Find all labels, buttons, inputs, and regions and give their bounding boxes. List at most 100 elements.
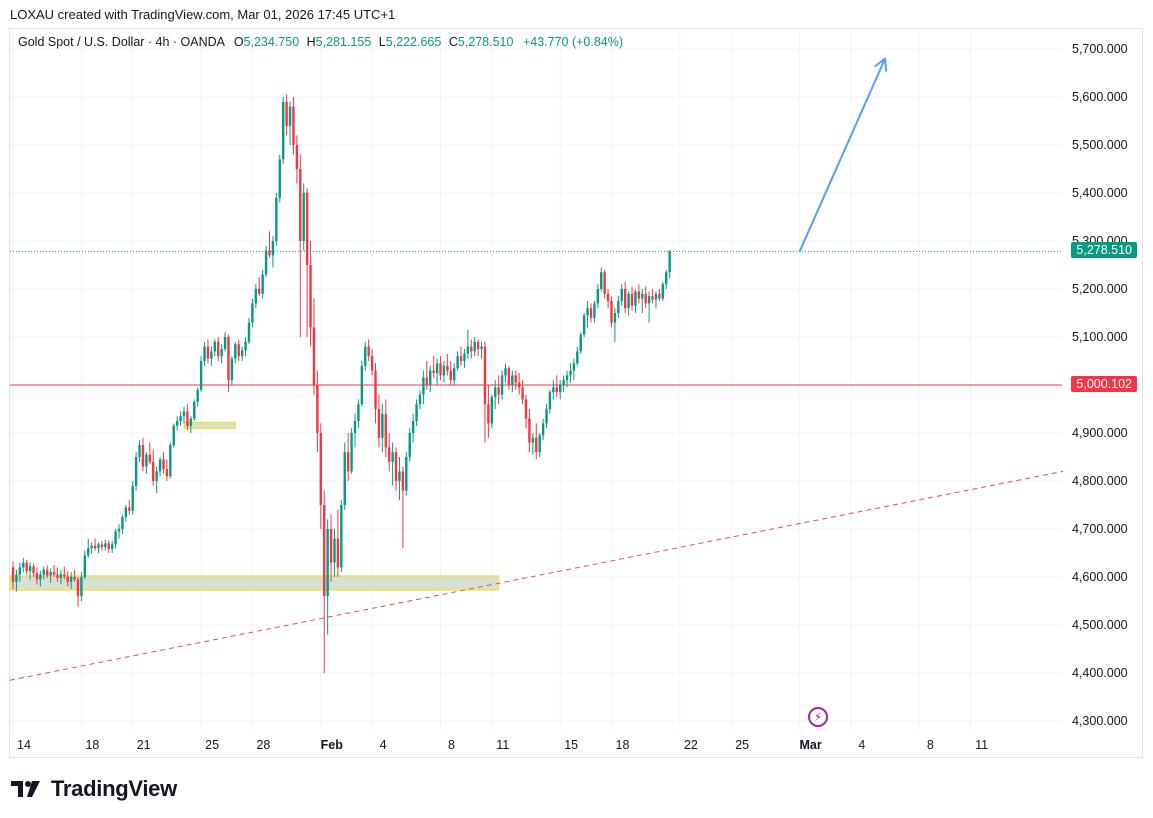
candle-body [80, 577, 83, 597]
candle-body [456, 356, 459, 369]
candle-body [93, 545, 97, 549]
candle-body [627, 293, 630, 309]
legend-change: +43.770 (+0.84%) [522, 35, 624, 49]
candle-body [411, 421, 415, 433]
candle-body [473, 341, 476, 352]
candle-body [66, 576, 69, 582]
candle-body [230, 358, 234, 381]
y-tick-label: 5,200.000 [1072, 282, 1128, 296]
candle-body [552, 387, 555, 393]
candle-body [333, 538, 336, 563]
candle-body [203, 346, 206, 361]
x-tick-label: 22 [684, 738, 698, 752]
candle-body [384, 413, 387, 448]
candle-body [562, 380, 565, 385]
candle-body [227, 337, 230, 381]
candle-body [42, 569, 45, 575]
candle-body [121, 517, 124, 529]
candle-body [223, 337, 227, 349]
candle-body [182, 411, 186, 417]
candle-body [73, 577, 76, 580]
candle-body [11, 567, 15, 582]
chart-credit: LOXAU created with TradingView.com, Mar … [10, 7, 396, 22]
candle-body [237, 344, 240, 357]
candle-body [535, 437, 538, 453]
x-tick-label: 11 [496, 738, 509, 752]
x-tick-label: 14 [17, 738, 31, 752]
dashed-trend-line [9, 470, 1064, 681]
candle-body [528, 418, 531, 443]
candle-body [442, 365, 446, 376]
candles [11, 94, 671, 673]
candle-body [377, 409, 381, 438]
brand-name: TradingView [51, 776, 177, 801]
candle-body [309, 265, 312, 328]
candle-body [316, 385, 319, 433]
candle-body [545, 409, 548, 424]
candle-body [336, 538, 340, 568]
candle-body [169, 445, 172, 477]
candle-body [193, 401, 196, 419]
candle-body [439, 363, 442, 376]
tradingview-logo[interactable]: TradingView [11, 776, 177, 802]
y-tick-label: 5,600.000 [1072, 90, 1128, 104]
candle-body [572, 363, 576, 371]
candle-body [329, 529, 333, 563]
candle-body [360, 365, 364, 405]
x-tick-label: Mar [799, 738, 821, 752]
candle-body [49, 572, 52, 576]
candle-body [319, 433, 322, 505]
candle-body [507, 368, 511, 385]
candle-body [56, 574, 59, 578]
candle-body [589, 308, 593, 318]
candle-body [476, 341, 480, 349]
candle-body [538, 435, 541, 453]
candle-body [128, 507, 131, 511]
candle-body [487, 404, 490, 424]
lightning-icon[interactable]: ⚡ [808, 707, 828, 727]
candle-body [275, 197, 278, 241]
candle-body [346, 452, 350, 472]
candle-body [59, 574, 63, 578]
candle-body [647, 296, 651, 304]
candle-body [206, 346, 210, 359]
candle-body [418, 394, 422, 405]
candle-body [470, 346, 473, 352]
chart-frame [9, 28, 1143, 758]
candle-body [668, 251, 671, 273]
chart-legend: Gold Spot / U.S. Dollar · 4h · OANDA O5,… [18, 35, 623, 49]
candle-body [271, 241, 275, 256]
candle-body [452, 368, 456, 381]
x-tick-label: 8 [927, 738, 934, 752]
candle-body [258, 289, 261, 294]
candle-body [630, 293, 634, 306]
candle-body [661, 284, 664, 299]
candle-body [100, 544, 104, 548]
candle-body [22, 562, 25, 568]
x-tick-label: 18 [616, 738, 630, 752]
y-tick-label: 5,500.000 [1072, 138, 1128, 152]
candle-body [483, 346, 487, 405]
candle-body [634, 291, 637, 306]
candle-body [148, 454, 151, 462]
candle-body [141, 445, 145, 467]
candle-body [620, 289, 623, 301]
candle-body [494, 387, 497, 397]
candle-body [158, 459, 162, 472]
candle-body [28, 566, 32, 572]
candle-body [251, 303, 254, 323]
legend-high-value: 5,281.155 [315, 35, 372, 49]
x-tick-label: 11 [975, 738, 988, 752]
x-tick-label: 21 [137, 738, 151, 752]
candle-body [405, 457, 408, 491]
candle-body [388, 447, 391, 462]
candle-body [107, 543, 110, 550]
candle-body [394, 452, 398, 481]
candle-body [52, 572, 56, 575]
candle-body [497, 387, 500, 395]
candle-body [87, 548, 90, 556]
candle-body [654, 293, 658, 300]
candle-body [220, 349, 223, 357]
candle-body [234, 344, 237, 359]
